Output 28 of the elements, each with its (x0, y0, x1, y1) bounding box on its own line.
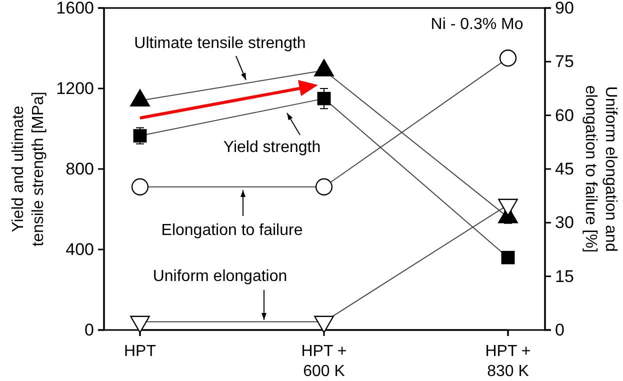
y-tick-label: 1600 (56, 0, 94, 18)
y2-tick-label: 0 (555, 320, 564, 340)
y2-axis-title: Uniform elongation and elongation to failure [%] (582, 85, 619, 253)
annotation: Elongation to failure (161, 222, 303, 239)
y-tick-label: 400 (66, 240, 94, 259)
point (130, 316, 150, 334)
y2-tick-label: 15 (555, 266, 574, 286)
y-axis-title: Yield and ultimate tensile strength [MPa] (10, 92, 47, 246)
y2-tick-label: 45 (555, 159, 574, 178)
y-tick-label: 1200 (56, 78, 94, 98)
annotation: Yield strength (223, 139, 321, 156)
y2-tick-label: 90 (555, 0, 574, 18)
y-tick-label: 0 (84, 320, 94, 340)
y-tick-label: 800 (66, 159, 94, 178)
y2-tick-label: 30 (555, 213, 574, 232)
point (314, 316, 334, 334)
x-tick-label: HPT (124, 343, 156, 360)
x-tick-label: HPT + 600 K (301, 343, 347, 380)
annotation: Ni - 0.3% Mo (430, 16, 524, 33)
point (131, 178, 149, 196)
point (499, 50, 517, 67)
point (498, 198, 518, 216)
point (315, 178, 333, 196)
x-tick-label: HPT + 830 K (485, 343, 531, 380)
y2-tick-label: 60 (555, 106, 574, 125)
y2-tick-label: 75 (555, 52, 574, 72)
annotation: Ultimate tensile strength (134, 35, 306, 52)
annotation: Uniform elongation (152, 268, 288, 285)
